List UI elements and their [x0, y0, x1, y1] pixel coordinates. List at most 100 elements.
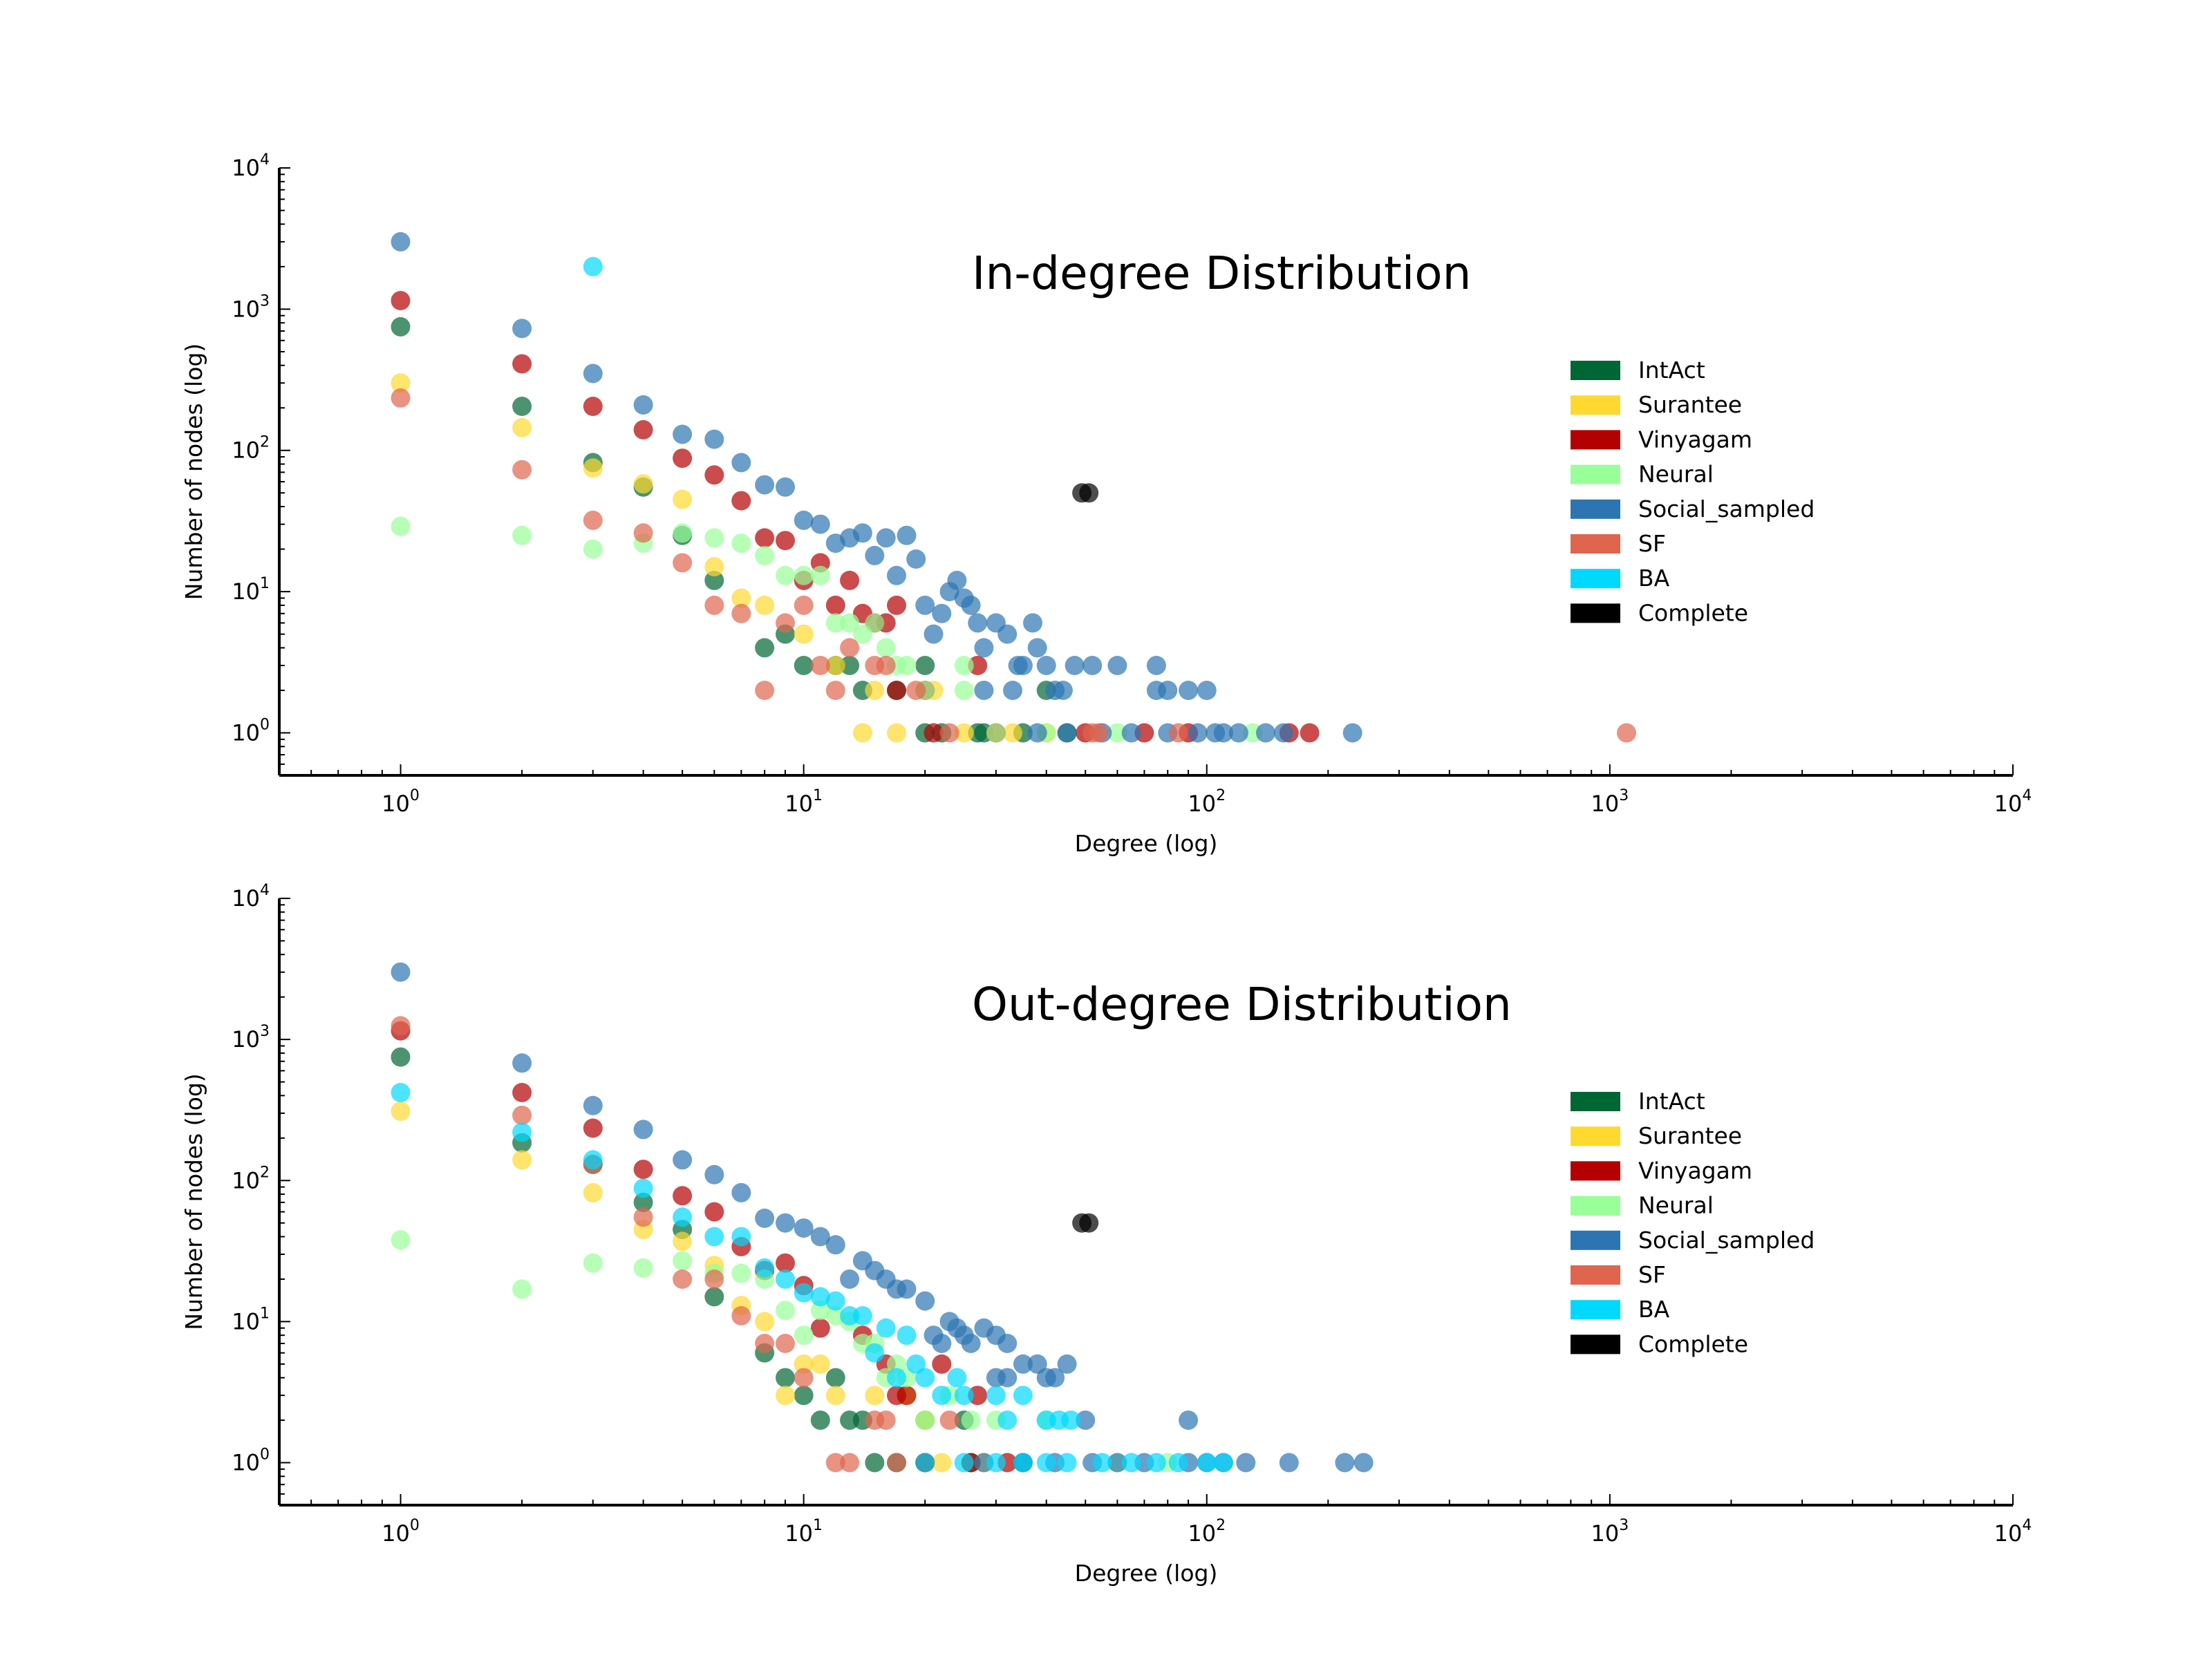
- legend: IntAct Surantee Vinyagam Neural Social_sampl…: [1571, 357, 1815, 626]
- legend-swatch-sf: [1571, 1265, 1620, 1285]
- point-social-sampled: [974, 638, 994, 658]
- point-social-sampled: [915, 1291, 935, 1311]
- point-surantee: [852, 723, 872, 743]
- y-tick-label: 104: [232, 882, 270, 912]
- point-surantee: [932, 1453, 952, 1473]
- point-sf: [391, 388, 411, 408]
- point-sf: [825, 681, 845, 700]
- point-social-sampled: [968, 613, 988, 633]
- point-ba: [1168, 1453, 1188, 1473]
- point-vinyagam: [755, 528, 775, 548]
- legend-swatch-vinyagam: [1571, 1161, 1620, 1181]
- point-social-sampled: [1353, 1453, 1374, 1473]
- point-neural: [865, 613, 885, 633]
- point-surantee: [512, 1150, 532, 1170]
- point-social-sampled: [810, 1227, 830, 1247]
- point-social-sampled: [932, 1334, 952, 1353]
- point-neural: [704, 528, 724, 548]
- point-social-sampled: [961, 595, 981, 615]
- point-vinyagam: [704, 465, 724, 485]
- point-sf: [794, 1368, 814, 1388]
- point-social-sampled: [1121, 723, 1141, 743]
- series-neural: [391, 516, 1263, 743]
- point-ba: [915, 1453, 935, 1473]
- point-social-sampled: [1146, 656, 1166, 675]
- point-surantee: [583, 458, 603, 478]
- point-intact: [704, 570, 724, 590]
- point-intact: [633, 1192, 653, 1212]
- point-social-sampled: [865, 545, 885, 565]
- point-sf: [673, 553, 693, 573]
- point-ba: [897, 1325, 917, 1345]
- x-tick-label: 100: [382, 1517, 420, 1547]
- point-ba: [810, 1287, 830, 1307]
- legend-swatch-surantee: [1571, 1126, 1620, 1146]
- point-sf: [583, 510, 603, 530]
- point-ba: [852, 1306, 872, 1325]
- point-intact: [755, 638, 775, 658]
- point-social-sampled: [997, 1334, 1018, 1353]
- point-sf: [704, 1269, 724, 1289]
- point-surantee: [954, 723, 974, 743]
- point-neural: [776, 1301, 795, 1321]
- point-social-sampled: [1273, 723, 1293, 743]
- y-axis-label: Number of nodes (log): [180, 1073, 207, 1330]
- point-vinyagam: [776, 531, 795, 551]
- legend-swatch-ba: [1571, 569, 1620, 589]
- point-social-sampled: [673, 1150, 693, 1170]
- point-social-sampled: [391, 232, 411, 252]
- point-vinyagam: [810, 1318, 830, 1338]
- legend-swatch-vinyagam: [1571, 430, 1620, 450]
- point-sf: [731, 1306, 751, 1325]
- series-sf: [391, 1016, 959, 1473]
- legend: IntAct Surantee Vinyagam Neural Social_sampl…: [1571, 1088, 1815, 1357]
- point-sf: [776, 613, 795, 633]
- point-neural: [731, 1263, 751, 1283]
- point-social-sampled: [906, 549, 926, 569]
- point-sf: [876, 1410, 896, 1430]
- point-complete: [1079, 483, 1099, 503]
- point-social-sampled: [731, 1182, 751, 1202]
- point-social-sampled: [1107, 1453, 1127, 1473]
- point-social-sampled: [391, 962, 411, 982]
- point-neural: [961, 1410, 981, 1430]
- point-social-sampled: [1036, 656, 1056, 675]
- y-tick-label: 102: [232, 434, 270, 464]
- point-ba: [633, 1178, 653, 1198]
- point-vinyagam: [776, 1253, 795, 1273]
- legend-label-surantee: Surantee: [1638, 391, 1742, 418]
- point-vinyagam: [633, 419, 653, 440]
- x-tick-label: 104: [1994, 1517, 2032, 1547]
- point-vinyagam: [583, 397, 603, 416]
- point-social-sampled: [776, 1213, 795, 1233]
- point-neural: [673, 1251, 693, 1271]
- legend-label-social-sampled: Social_sampled: [1638, 1227, 1815, 1254]
- point-surantee: [776, 1386, 795, 1406]
- point-sf: [794, 595, 814, 615]
- point-sf: [673, 1269, 693, 1289]
- point-ba: [1013, 1386, 1033, 1406]
- point-social-sampled: [1076, 1410, 1096, 1430]
- y-tick-label: 100: [232, 716, 270, 746]
- point-social-sampled: [731, 453, 751, 473]
- x-axis-label: Degree (log): [1075, 830, 1218, 857]
- point-social-sampled: [897, 1279, 917, 1299]
- point-social-sampled: [924, 624, 944, 644]
- point-neural: [583, 539, 603, 559]
- point-ba: [865, 1343, 885, 1363]
- point-sf: [391, 1016, 411, 1036]
- point-neural: [840, 613, 860, 633]
- point-ba: [1057, 1453, 1077, 1473]
- point-surantee: [704, 557, 724, 577]
- point-surantee: [1003, 723, 1022, 743]
- point-intact: [512, 397, 532, 416]
- point-social-sampled: [1053, 681, 1073, 700]
- point-neural: [810, 1301, 830, 1321]
- point-sf: [1168, 723, 1188, 743]
- legend-label-social-sampled: Social_sampled: [1638, 495, 1815, 522]
- point-social-sampled: [1027, 723, 1047, 743]
- point-social-sampled: [1057, 1354, 1077, 1374]
- point-complete: [1079, 1213, 1099, 1233]
- point-neural: [633, 1258, 653, 1278]
- point-surantee: [810, 1354, 830, 1374]
